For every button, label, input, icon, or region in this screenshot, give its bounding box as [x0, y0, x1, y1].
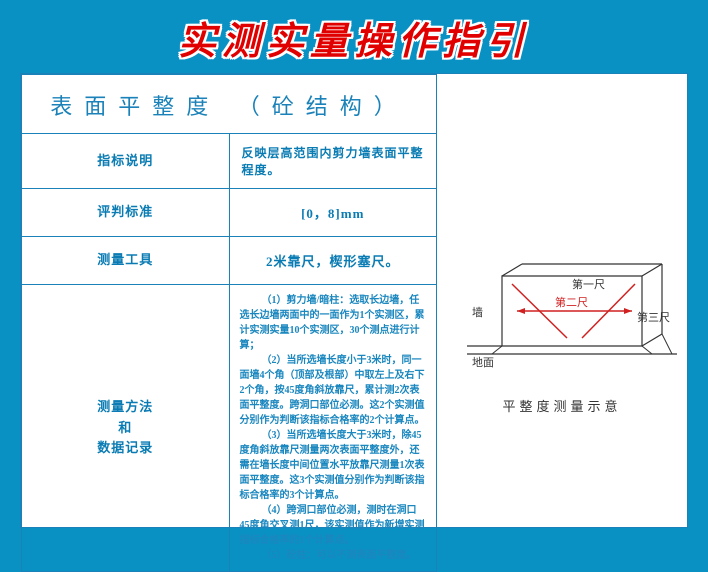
table-title: 表面平整度 （砼结构）: [22, 75, 437, 134]
diagram-label-wall: 墙: [472, 305, 483, 319]
method-p4: （4）跨洞口部位必测，测时在洞口45度角交叉测1尺，该实测值作为新增实测指标合格…: [240, 503, 427, 548]
header: 实测实量操作指引: [0, 0, 708, 73]
row-method-value: （1）剪力墙/暗柱：选取长边墙，任选长边墙两面中的一面作为1个实测区，累计实测实…: [229, 285, 437, 572]
diagram-caption: 平整度测量示意: [502, 396, 621, 415]
flatness-diagram: 墙 地面 第一尺 第二尺 第三尺: [447, 246, 677, 376]
diagram-label-ground: 地面: [472, 356, 494, 369]
page-title: 实测实量操作指引: [0, 10, 708, 65]
method-p5: （5）砼柱：可以不测表面平整度。: [240, 548, 427, 563]
table-area: 表面平整度 （砼结构） 指标说明 反映层高范围内剪力墙表面平整程度。 评判标准 …: [21, 74, 437, 527]
row-method-label: 测量方法 和 数据记录: [22, 285, 230, 572]
spec-table: 表面平整度 （砼结构） 指标说明 反映层高范围内剪力墙表面平整程度。 评判标准 …: [21, 74, 437, 572]
method-p1: （1）剪力墙/暗柱：选取长边墙，任选长边墙两面中的一面作为1个实测区，累计实测实…: [240, 293, 427, 353]
diagram-area: 墙 地面 第一尺 第二尺 第三尺 平整度测量示意: [437, 74, 687, 527]
row-tool-label: 测量工具: [22, 237, 230, 285]
row-indicator-label: 指标说明: [22, 134, 230, 189]
row-criteria-value: [0，8]mm: [229, 189, 437, 237]
row-criteria-label: 评判标准: [22, 189, 230, 237]
content-panel: 表面平整度 （砼结构） 指标说明 反映层高范围内剪力墙表面平整程度。 评判标准 …: [20, 73, 688, 528]
diagram-label-r3: 第三尺: [637, 310, 670, 324]
diagram-label-r2: 第二尺: [555, 295, 588, 309]
method-p3: （3）当所选墙长度大于3米时，除45度角斜放靠尺测量两次表面平整度外，还需在墙长…: [240, 428, 427, 503]
diagram-label-r1: 第一尺: [572, 277, 605, 291]
row-indicator-value: 反映层高范围内剪力墙表面平整程度。: [229, 134, 437, 189]
method-p2: （2）当所选墙长度小于3米时，同一面墙4个角（顶部及根部）中取左上及右下2个角，…: [240, 353, 427, 428]
row-tool-value: 2米靠尺，楔形塞尺。: [229, 237, 437, 285]
